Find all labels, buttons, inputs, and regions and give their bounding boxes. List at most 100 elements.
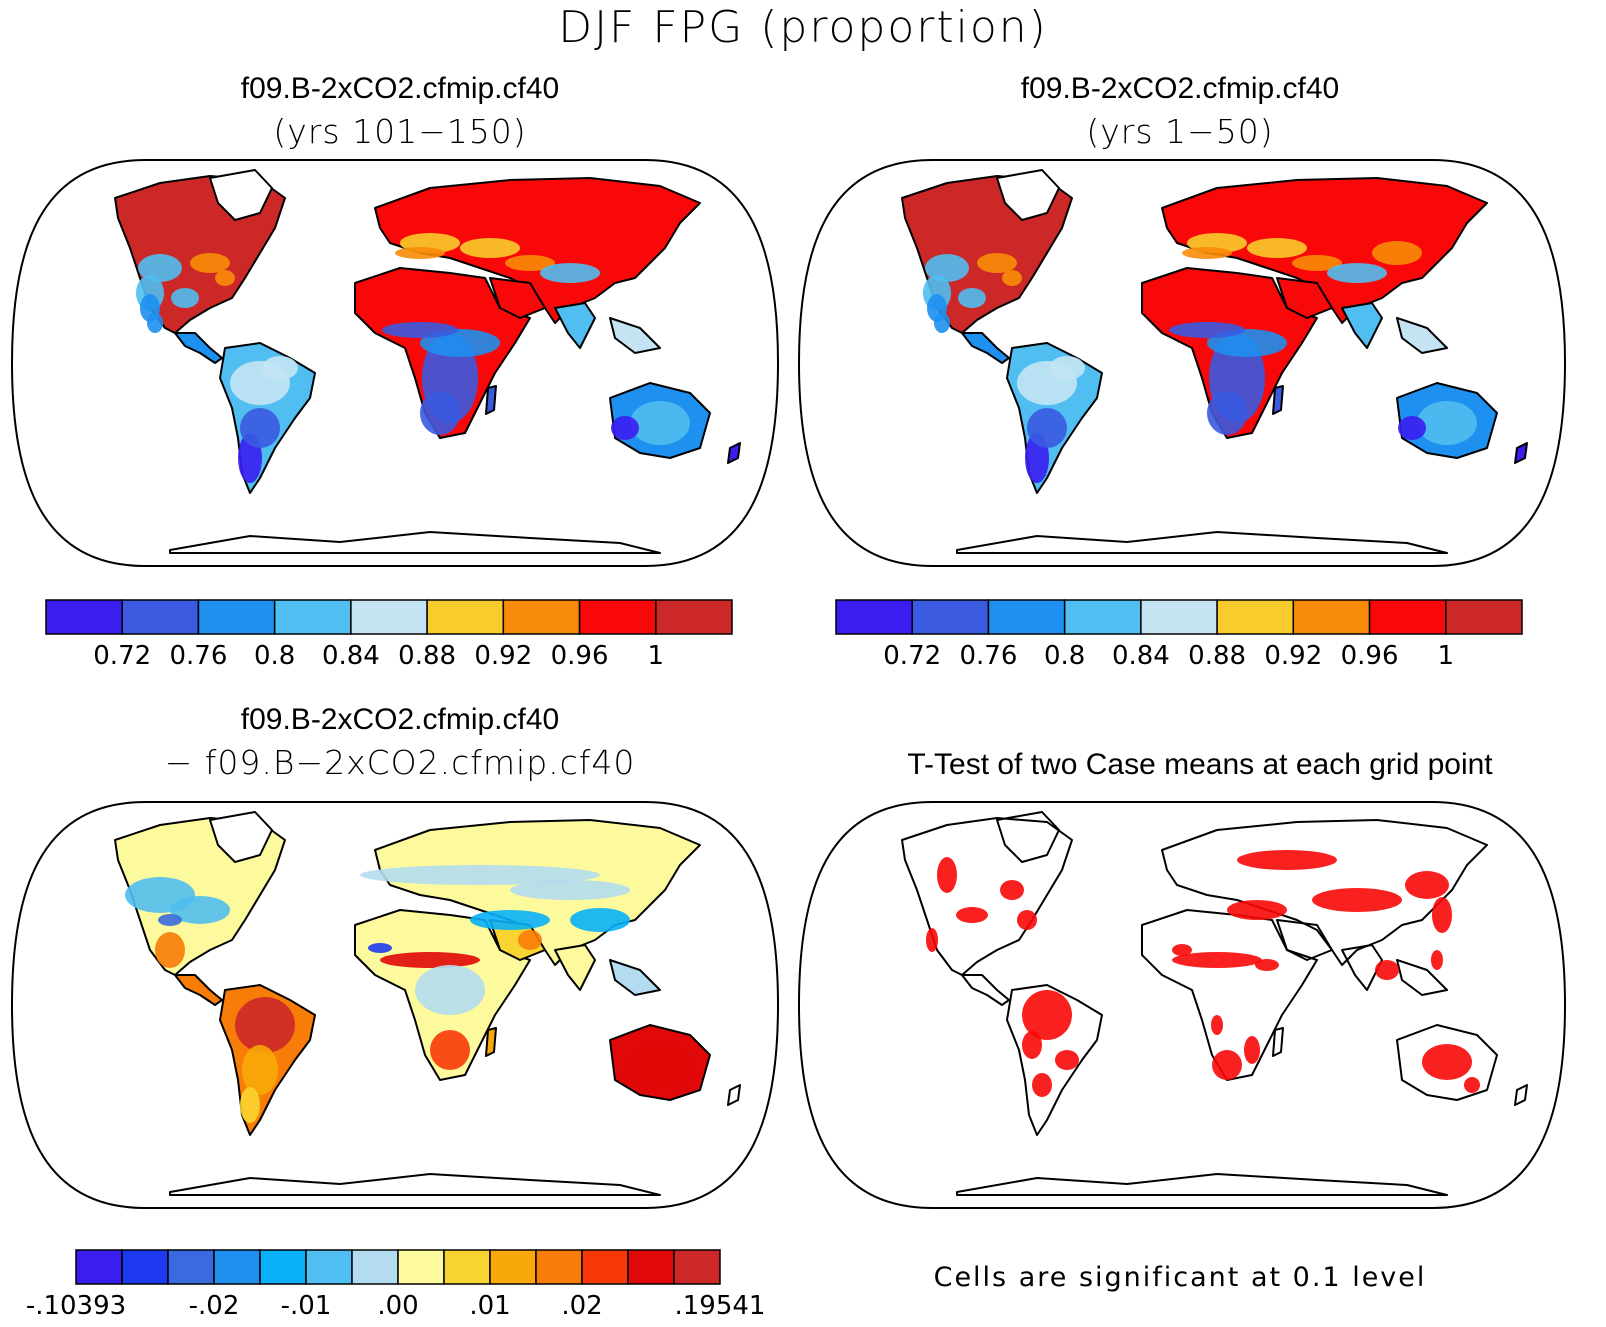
field-patch [1422, 1044, 1472, 1080]
field-patch [1172, 944, 1192, 956]
india-landmass [554, 302, 596, 349]
colorbar-3-swatch [213, 1249, 261, 1285]
antarctica-landmass [956, 1173, 1448, 1196]
field-patch [1000, 880, 1024, 900]
colorbar-2-tick-label: 0.88 [1188, 641, 1246, 671]
field-patch [518, 930, 542, 950]
field-patch [240, 408, 280, 448]
field-patch [1244, 1036, 1260, 1064]
field-patch [215, 270, 235, 286]
field-patch [1375, 960, 1399, 980]
field-patch [360, 865, 600, 885]
panel-3-title: f09.B-2xCO2.cfmip.cf40 [240, 703, 560, 736]
colorbar-1-swatch [502, 599, 581, 635]
field-patch [1017, 910, 1037, 930]
field-patch [147, 313, 163, 333]
australia-landmass [1396, 1024, 1498, 1101]
colorbar-3-swatch [305, 1249, 353, 1285]
field-patch [1049, 356, 1085, 380]
figure-title: DJF FPG (proportion) [558, 2, 1048, 53]
colorbar-1-swatch [655, 599, 733, 635]
nz-landmass [727, 1084, 741, 1106]
greenland-landmass [209, 169, 273, 221]
colorbar-2-swatch [835, 599, 913, 635]
colorbar-1-tick-label: 0.76 [169, 641, 227, 671]
namerica-landmass [901, 817, 1073, 976]
field-patch [1417, 401, 1477, 445]
panel-1-subtitle: (yrs 101−150) [273, 112, 527, 151]
colorbar-3-swatch [581, 1249, 629, 1285]
colorbar-panel-1: 0.72 0.76 0.8 0.84 0.88 0.92 0.96 1 [45, 599, 733, 671]
colorbar-1-swatch [197, 599, 276, 635]
colorbar-panel-3: -.10393 -.02 -.01 .00 .01 .02 .19541 [26, 1249, 766, 1321]
field-patch [155, 932, 185, 968]
colorbar-2-swatch [987, 599, 1066, 635]
field-patch [1169, 322, 1245, 338]
field-patch [1172, 952, 1262, 968]
field-patch [630, 401, 690, 445]
map-panel-1 [10, 159, 780, 567]
colorbar-3-swatch [259, 1249, 307, 1285]
colorbar-3-tick-label: .19541 [675, 1291, 766, 1321]
field-patch [395, 247, 445, 259]
colorbar-3-tick-label: -.02 [189, 1291, 240, 1321]
greenland-landmass [209, 811, 273, 863]
colorbar-1-swatch [45, 599, 123, 635]
field-patch [977, 253, 1017, 273]
colorbar-2-swatch [1216, 599, 1295, 635]
field-patch [1227, 900, 1287, 920]
field-patch [470, 910, 550, 930]
panel-1-title: f09.B-2xCO2.cfmip.cf40 [240, 72, 560, 105]
madagascar-landmass [485, 1027, 497, 1057]
field-patch [415, 965, 485, 1015]
arabia-landmass [1276, 277, 1333, 319]
field-patch [420, 391, 460, 435]
field-patch [242, 1045, 278, 1095]
antarctica-landmass [956, 531, 1448, 554]
colorbar-3-swatch [443, 1249, 491, 1285]
india-landmass [1341, 302, 1383, 349]
colorbar-2-swatch [1368, 599, 1447, 635]
field-patch [1327, 263, 1387, 283]
panel-2-title: f09.B-2xCO2.cfmip.cf40 [1020, 72, 1340, 105]
field-patch [934, 313, 950, 333]
field-patch [505, 255, 555, 271]
seasia-landmass [1396, 317, 1448, 354]
colorbar-3-swatch [673, 1249, 721, 1285]
india-landmass [1341, 944, 1383, 991]
greenland-landmass [996, 169, 1060, 221]
colorbar-1-tick-label: 0.8 [254, 641, 295, 671]
colorbar-1-tick-label: 0.88 [398, 641, 456, 671]
field-patch [1405, 871, 1449, 899]
colorbar-2-tick-label: 0.96 [1341, 641, 1399, 671]
field-patch [570, 908, 630, 932]
field-patch [1002, 270, 1022, 286]
field-patch [1055, 1050, 1079, 1070]
colorbar-1-tick-label: 0.92 [474, 641, 532, 671]
field-patch [382, 322, 458, 338]
colorbar-3-swatch [167, 1249, 215, 1285]
seasia-landmass [609, 317, 661, 354]
field-patch [1212, 1050, 1242, 1080]
seasia-landmass [609, 959, 661, 996]
greenland-landmass [996, 811, 1060, 863]
field-patch [1292, 255, 1342, 271]
map-panel-3 [10, 801, 780, 1209]
madagascar-landmass [1272, 385, 1284, 415]
colorbar-1-swatch [121, 599, 200, 635]
antarctica-landmass [169, 1173, 661, 1196]
panel-3-subtitle: − f09.B−2xCO2.cfmip.cf40 [164, 743, 636, 782]
colorbar-2-tick-label: 0.76 [959, 641, 1017, 671]
colorbar-3-swatch [397, 1249, 445, 1285]
eurasia-landmass [1161, 819, 1488, 966]
field-patch [368, 943, 392, 953]
antarctica-landmass [169, 531, 661, 554]
colorbar-2-tick-label: 0.84 [1112, 641, 1170, 671]
field-patch [1182, 247, 1232, 259]
colorbar-2-swatch [911, 599, 990, 635]
field-patch [1464, 1077, 1480, 1093]
colorbar-3-tick-label: .00 [377, 1291, 418, 1321]
field-patch [510, 880, 630, 900]
field-patch [158, 914, 182, 926]
field-patch [190, 253, 230, 273]
